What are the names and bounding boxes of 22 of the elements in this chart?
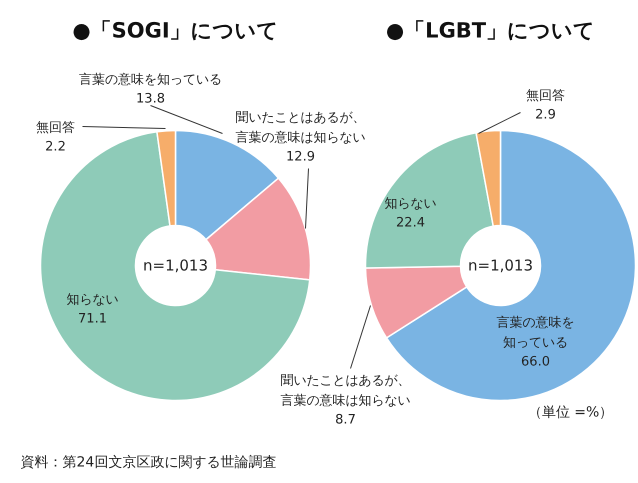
chart-title: ●「LGBT」について: [386, 18, 596, 42]
data-label: 12.9: [286, 150, 315, 164]
slice-label: 言葉の意味を知っている: [79, 72, 222, 88]
text: （単位 =%）: [528, 404, 614, 420]
slice-label: 聞いたことはあるが、言葉の意味は知らない: [280, 374, 410, 408]
slice-label: 無回答: [526, 88, 565, 104]
data-label: 71.1: [78, 312, 107, 326]
data-label: 13.8: [136, 92, 165, 106]
data-label: 8.7: [335, 412, 356, 428]
data-label: 22.4: [396, 216, 425, 230]
slice-label: 聞いたことはあるが、言葉の意味は知らない: [236, 110, 366, 146]
slice-label: 知らない: [66, 292, 118, 308]
data-label: 2.9: [535, 108, 556, 122]
data-label: 2.2: [45, 140, 66, 154]
slice-label: 無回答: [36, 120, 75, 136]
text: n=1,013: [468, 256, 534, 274]
data-label: 66.0: [521, 354, 550, 370]
slice-label: 知らない: [384, 196, 436, 212]
text: n=1,013: [142, 256, 208, 274]
slice-label: 言葉の意味を知っている: [496, 314, 574, 350]
chart-title: ●「SOGI」について: [72, 18, 279, 42]
text: 資料：第24回文京区政に関する世論調査: [20, 454, 276, 470]
